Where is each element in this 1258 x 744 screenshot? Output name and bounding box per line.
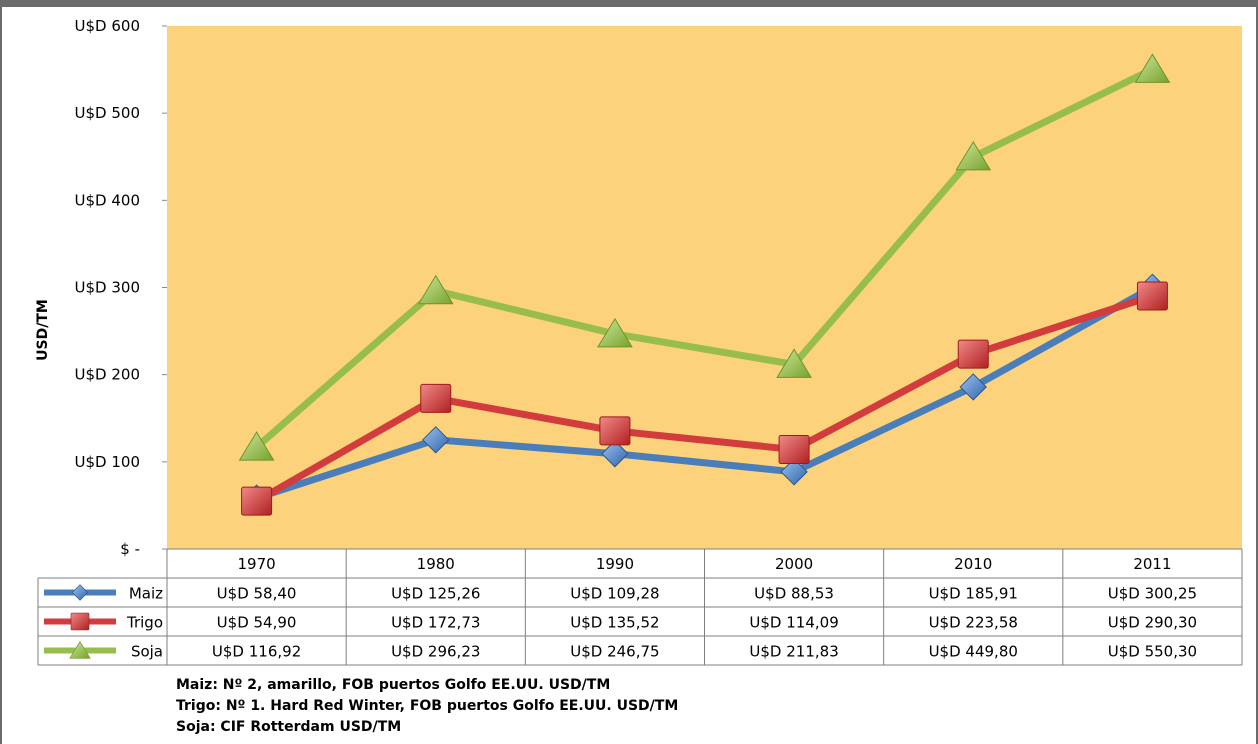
category-label: 1980 [417, 555, 455, 573]
category-label: 2000 [775, 555, 813, 573]
legend-key-maiz [71, 584, 89, 601]
marker-maiz [780, 458, 808, 486]
data-label: U$D 116,92 [212, 643, 301, 661]
y-tick-label: U$D 600 [75, 17, 140, 35]
category-label: 2010 [954, 555, 992, 573]
y-axis: $ - U$D 100 U$D 200 U$D 300 U$D 400 U$D 500 U$… [75, 17, 167, 558]
data-label: U$D 109,28 [570, 585, 659, 603]
data-label: U$D 58,40 [217, 585, 297, 603]
category-label: 1990 [596, 555, 634, 573]
category-label: 2011 [1133, 555, 1171, 573]
data-label: U$D 211,83 [749, 643, 838, 661]
data-label: U$D 300,25 [1108, 585, 1197, 603]
legend-key-trigo [70, 612, 90, 631]
category-label: 1970 [237, 555, 275, 573]
data-label: U$D 449,80 [929, 643, 1018, 661]
data-table: 1970 1980 1990 2000 2010 2011 Maiz U$D 58,40 U$D… [37, 548, 1243, 666]
y-axis-label: USD/TM [35, 299, 51, 361]
marker-maiz [601, 440, 629, 468]
legend-marker-maiz [71, 584, 89, 601]
data-label: U$D 114,09 [749, 614, 838, 632]
data-label: U$D 296,23 [391, 643, 480, 661]
marker-maiz [422, 426, 450, 454]
window-right-border [1256, 0, 1258, 744]
data-label: U$D 172,73 [391, 614, 480, 632]
y-tick-label: U$D 300 [75, 279, 140, 297]
series-layer [238, 53, 1171, 516]
marker-soja [955, 140, 992, 171]
y-tick-label: U$D 100 [75, 453, 140, 471]
data-label: U$D 135,52 [570, 614, 659, 632]
marker-soja [776, 348, 812, 378]
legend-key-soja [69, 640, 91, 659]
marker-trigo [957, 339, 989, 369]
series-line-soja [253, 65, 1156, 451]
data-label: U$D 550,30 [1108, 643, 1197, 661]
marker-trigo [241, 486, 273, 516]
source-notes: Maiz: Nº 2, amarillo, FOB puertos Golfo … [176, 675, 678, 738]
marker-trigo [778, 435, 810, 465]
legend-label-trigo: Trigo [126, 614, 163, 632]
note-soja: Soja: CIF Rotterdam USD/TM [176, 719, 402, 735]
series-line-maiz [253, 283, 1156, 502]
data-label: U$D 185,91 [929, 585, 1018, 603]
marker-trigo [1136, 281, 1168, 311]
marker-soja [597, 317, 633, 348]
y-tick-label: U$D 400 [75, 191, 140, 209]
window-left-border [0, 0, 2, 744]
y-tick-label: $ - [120, 540, 140, 558]
data-label: U$D 290,30 [1108, 614, 1197, 632]
legend-label-maiz: Maiz [129, 585, 163, 603]
note-maiz: Maiz: Nº 2, amarillo, FOB puertos Golfo … [176, 677, 611, 693]
data-label: U$D 223,58 [929, 614, 1018, 632]
window-top-border [0, 0, 1258, 7]
y-tick-label: U$D 500 [75, 104, 140, 122]
note-trigo: Trigo: Nº 1. Hard Red Winter, FOB puerto… [176, 698, 679, 714]
legend-label-soja: Soja [131, 643, 163, 661]
marker-soja [238, 431, 275, 461]
data-label: U$D 54,90 [217, 614, 297, 632]
marker-soja [417, 274, 454, 305]
series-line-trigo [253, 292, 1156, 505]
y-tick-label: U$D 200 [75, 366, 140, 384]
marker-maiz [959, 373, 987, 401]
legend-marker-trigo [70, 612, 90, 631]
data-label: U$D 88,53 [754, 585, 834, 603]
legend-marker-soja [69, 640, 91, 659]
marker-trigo [420, 383, 452, 413]
data-label: U$D 246,75 [570, 643, 659, 661]
marker-soja [1134, 53, 1171, 83]
marker-trigo [599, 416, 631, 446]
data-label: U$D 125,26 [391, 585, 480, 603]
